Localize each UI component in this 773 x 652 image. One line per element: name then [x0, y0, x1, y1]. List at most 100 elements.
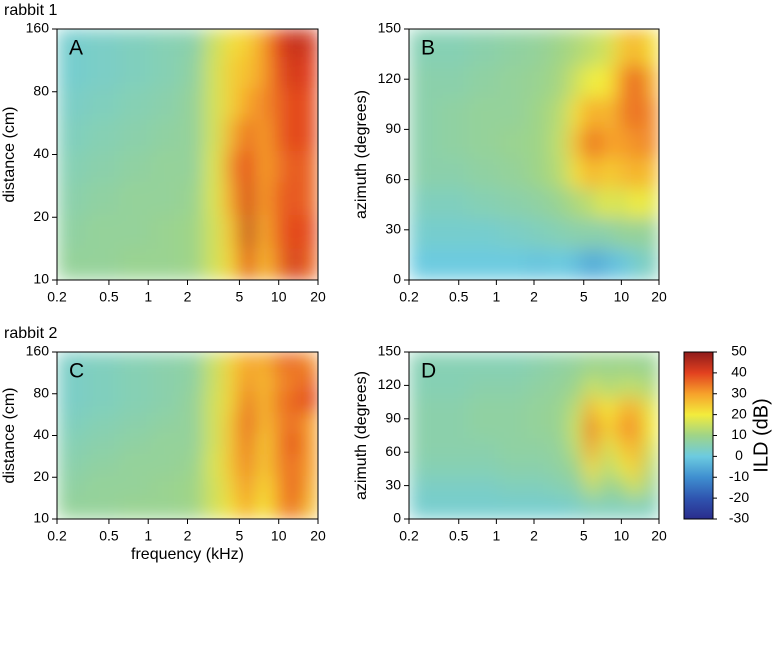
heatmap-cell: [628, 97, 644, 129]
heatmap-cell: [301, 497, 318, 519]
heatmap-cell: [240, 56, 256, 89]
heatmap-cell: [628, 457, 644, 479]
heatmap-cell: [180, 391, 205, 413]
colorbar-tick-label: 0: [735, 447, 743, 463]
x-tick-label: 0.2: [399, 528, 419, 544]
heatmap-cell: [642, 457, 659, 479]
heatmap-cell: [203, 432, 225, 455]
heatmap-cell: [642, 187, 659, 219]
heatmap-cell: [642, 29, 659, 67]
heatmap-cell: [57, 247, 87, 280]
heatmap-cell: [437, 29, 470, 67]
heatmap-cell: [568, 218, 586, 249]
heatmap-cell: [468, 157, 500, 189]
x-tick-label: 0.5: [449, 289, 469, 305]
heatmap: [57, 352, 318, 519]
heatmap-cell: [223, 475, 242, 499]
heatmap-cell: [270, 150, 287, 183]
heatmap-cell: [151, 29, 181, 57]
heatmap-cell: [526, 97, 550, 129]
heatmap-cell: [255, 411, 272, 434]
x-tick-label: 20: [651, 289, 667, 305]
heatmap-cell: [203, 475, 225, 499]
heatmap-cell: [86, 87, 120, 120]
heatmap-cell: [119, 370, 152, 392]
heatmap-cell: [584, 97, 600, 129]
x-tick-label: 0.2: [47, 289, 67, 305]
heatmap-cell: [203, 352, 225, 371]
heatmap-cell: [568, 127, 586, 159]
colorbar-tick-label: -10: [729, 468, 749, 484]
heatmap-cell: [301, 181, 318, 216]
heatmap-cell: [549, 127, 570, 159]
heatmap-cell: [613, 457, 629, 479]
x-tick-label: 0.5: [99, 528, 119, 544]
heatmap-cell: [628, 127, 644, 159]
colorbar: [683, 351, 714, 520]
heatmap-cell: [223, 370, 242, 392]
heatmap-cell: [642, 376, 659, 399]
heatmap-cell: [499, 477, 528, 499]
heatmap-cell: [584, 477, 600, 499]
x-tick-label: 0.2: [47, 528, 67, 544]
heatmap-cell: [86, 181, 120, 216]
heatmap-cell: [286, 29, 302, 57]
heatmap-cell: [499, 417, 528, 439]
heatmap-cell: [151, 370, 181, 392]
heatmap-cell: [598, 397, 615, 419]
heatmap-cell: [613, 417, 629, 439]
heatmap-cell: [57, 87, 87, 120]
heatmap-cell: [568, 457, 586, 479]
heatmap-cell: [598, 497, 615, 519]
heatmap-cell: [628, 29, 644, 67]
heatmap-cell: [628, 65, 644, 99]
heatmap-cell: [286, 150, 302, 183]
heatmap-cell: [180, 453, 205, 476]
heatmap-cell: [270, 411, 287, 434]
heatmap-cell: [57, 150, 87, 183]
heatmap-cell: [270, 214, 287, 249]
heatmap-cell: [286, 214, 302, 249]
heatmap-cell: [301, 411, 318, 434]
heatmap-cell: [180, 475, 205, 499]
x-tick-label: 0.5: [449, 528, 469, 544]
heatmap-cell: [255, 150, 272, 183]
heatmap-cell: [613, 127, 629, 159]
heatmap-cell: [255, 453, 272, 476]
heatmap-cell: [568, 437, 586, 459]
heatmap-cell: [240, 119, 256, 151]
heatmap-cell: [568, 397, 586, 419]
heatmap-cell: [240, 370, 256, 392]
heatmap-cell: [255, 497, 272, 519]
heatmap-cell: [270, 497, 287, 519]
heatmap-cell: [270, 29, 287, 57]
heatmap: [409, 29, 659, 280]
heatmap-cell: [526, 397, 550, 419]
heatmap-cell: [286, 181, 302, 216]
heatmap-cell: [584, 417, 600, 439]
y-tick-label: 160: [26, 343, 50, 359]
heatmap-cell: [628, 352, 644, 377]
heatmap-cell: [270, 181, 287, 216]
heatmap-cell: [598, 248, 615, 280]
heatmap-cell: [301, 391, 318, 413]
heatmap-cell: [468, 417, 500, 439]
x-tick-label: 20: [310, 528, 326, 544]
heatmap-cell: [628, 397, 644, 419]
heatmap-cell: [584, 248, 600, 280]
heatmap-cell: [57, 119, 87, 151]
x-tick-label: 2: [530, 289, 538, 305]
heatmap-cell: [642, 65, 659, 99]
heatmap-cell: [286, 87, 302, 120]
heatmap-cell: [437, 477, 470, 499]
heatmap-cell: [151, 453, 181, 476]
heatmap-cell: [409, 157, 438, 189]
heatmap-cell: [151, 150, 181, 183]
heatmap-cell: [526, 477, 550, 499]
heatmap-cell: [409, 65, 438, 99]
panel-label: A: [69, 37, 83, 60]
x-tick-label: 10: [271, 289, 287, 305]
heatmap-cell: [180, 56, 205, 89]
panel-title: rabbit 1: [4, 2, 57, 19]
heatmap-cell: [437, 127, 470, 159]
